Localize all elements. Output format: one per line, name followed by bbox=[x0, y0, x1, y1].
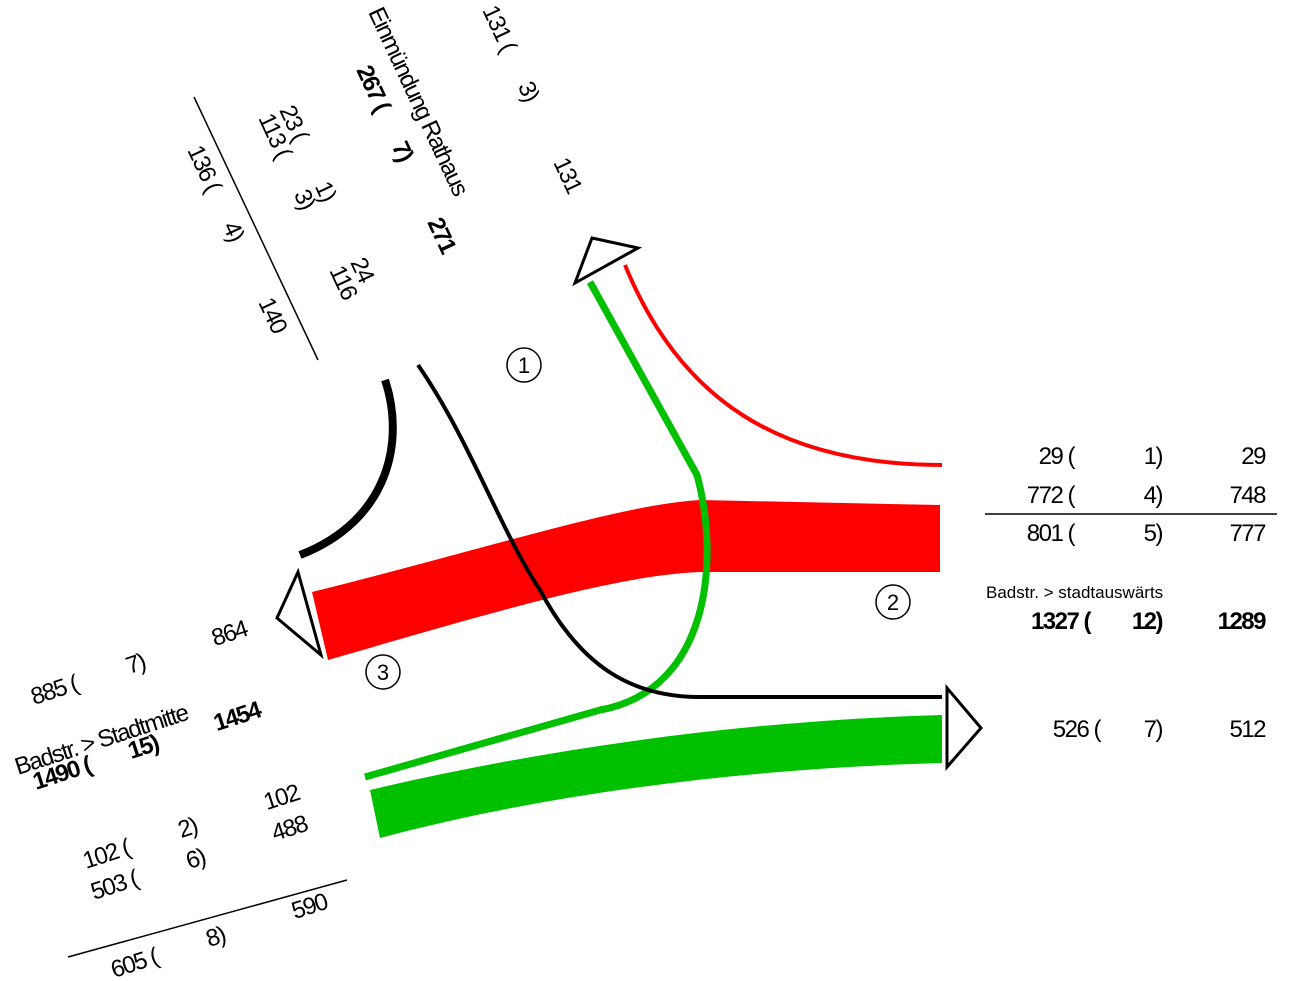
north-total-c: 271 bbox=[422, 213, 462, 258]
flow-east-to-west bbox=[312, 500, 940, 660]
east-in1-a: 29 ( bbox=[1039, 443, 1076, 470]
west-out-a: 885 ( bbox=[28, 670, 83, 711]
flow-north-to-east bbox=[416, 363, 942, 699]
west-in1-c: 102 bbox=[260, 779, 303, 816]
east-total-c: 1289 bbox=[1218, 608, 1267, 635]
east-arm-name: Badstr. > stadtauswärts bbox=[986, 583, 1163, 602]
north-out-a: 131 ( bbox=[477, 1, 522, 57]
east-in2-b: 4) bbox=[1144, 482, 1163, 509]
west-exit-arrow bbox=[275, 567, 324, 660]
north-out-c: 131 bbox=[548, 153, 588, 198]
west-in1-b: 2) bbox=[175, 812, 201, 844]
east-in1-b: 1) bbox=[1144, 443, 1163, 470]
west-in2-c: 488 bbox=[268, 810, 311, 847]
east-out-c: 512 bbox=[1229, 716, 1266, 743]
flow-west-to-north bbox=[364, 280, 711, 781]
east-out-b: 7) bbox=[1144, 716, 1163, 743]
east-total-b: 12) bbox=[1132, 608, 1163, 635]
east-in-sum-a: 801 ( bbox=[1027, 520, 1076, 547]
east-total-a: 1327 ( bbox=[1031, 608, 1092, 635]
east-in-sum-c: 777 bbox=[1229, 520, 1266, 547]
east-exit-arrow bbox=[945, 683, 983, 772]
east-in1-c: 29 bbox=[1241, 443, 1266, 470]
node-2: 2 bbox=[875, 584, 911, 620]
east-in2-c: 748 bbox=[1229, 482, 1266, 509]
west-in-sum-a: 605 ( bbox=[108, 943, 163, 981]
west-out-c: 864 bbox=[208, 615, 251, 652]
west-sum-line bbox=[67, 879, 348, 958]
east-out-a: 526 ( bbox=[1053, 716, 1102, 743]
north-exit-arrow bbox=[572, 236, 643, 287]
node-3: 3 bbox=[365, 654, 401, 690]
west-in-sum-b: 8) bbox=[203, 921, 229, 953]
west-total-c: 1454 bbox=[210, 696, 265, 737]
west-out-b: 7) bbox=[123, 648, 149, 680]
north-total-b: 7) bbox=[386, 137, 418, 165]
east-in-sum-b: 5) bbox=[1144, 520, 1163, 547]
west-in2-b: 6) bbox=[183, 843, 209, 875]
east-in2-a: 772 ( bbox=[1027, 482, 1076, 509]
west-in-sum-c: 590 bbox=[288, 888, 331, 925]
svg-text:3: 3 bbox=[377, 660, 389, 685]
flow-east-to-north bbox=[623, 264, 943, 467]
north-in-sum-a: 136 ( bbox=[182, 141, 227, 197]
flow-north-to-west bbox=[298, 378, 397, 559]
north-in-sum-c: 140 bbox=[253, 293, 293, 338]
north-out-b: 3) bbox=[512, 77, 544, 105]
svg-text:2: 2 bbox=[887, 590, 899, 615]
north-in-sum-b: 4) bbox=[217, 217, 249, 245]
flow-west-to-east bbox=[370, 715, 942, 838]
node-1: 1 bbox=[506, 347, 542, 383]
svg-text:1: 1 bbox=[518, 353, 530, 378]
north-sum-line bbox=[193, 96, 319, 361]
